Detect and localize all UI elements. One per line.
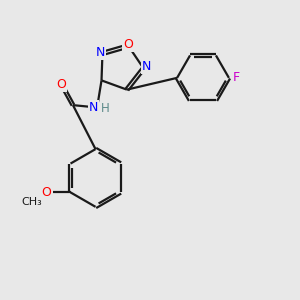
Text: CH₃: CH₃ [21, 197, 42, 207]
Text: N: N [142, 60, 151, 74]
Text: O: O [124, 38, 133, 51]
Text: F: F [233, 71, 240, 84]
Text: O: O [41, 186, 51, 199]
Text: N: N [89, 101, 98, 114]
Text: H: H [101, 103, 110, 116]
Text: N: N [95, 46, 105, 59]
Text: O: O [56, 78, 66, 91]
